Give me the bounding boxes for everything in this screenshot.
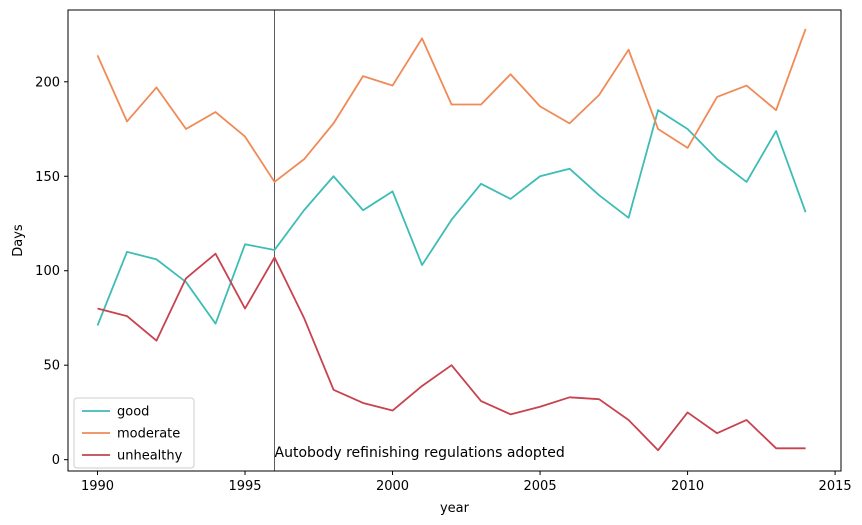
y-tick-label: 0 <box>52 453 60 468</box>
x-tick-label: 2010 <box>671 479 704 494</box>
x-tick-label: 1995 <box>228 479 261 494</box>
y-axis-title: Days <box>11 224 26 257</box>
series-line-moderate <box>96 28 807 183</box>
series-line-unhealthy <box>97 252 806 452</box>
x-tick-label: 1990 <box>81 479 114 494</box>
legend: good moderate unhealthy <box>73 397 195 469</box>
x-tick-label: 2000 <box>376 479 409 494</box>
plot-marks <box>96 10 807 471</box>
legend-label-moderate: moderate <box>117 427 180 442</box>
x-tick-label: 2005 <box>524 479 557 494</box>
annotation-label: Autobody refinishing regulations adopted <box>275 445 565 461</box>
series-line-good <box>96 109 807 326</box>
legend-label-unhealthy: unhealthy <box>117 449 183 464</box>
legend-label-good: good <box>117 405 149 420</box>
y-tick-label: 50 <box>43 359 60 374</box>
y-axis: 0 50 100 150 200 <box>35 75 68 468</box>
x-axis-title: year <box>440 501 470 516</box>
y-tick-label: 100 <box>35 264 60 279</box>
y-tick-label: 200 <box>35 75 60 90</box>
x-tick-label: 2015 <box>819 479 852 494</box>
plot-frame <box>67 9 842 472</box>
y-tick-label: 150 <box>35 170 60 185</box>
legend-box <box>73 397 195 469</box>
x-axis: 1990 1995 2000 2005 2010 2015 <box>81 471 852 494</box>
